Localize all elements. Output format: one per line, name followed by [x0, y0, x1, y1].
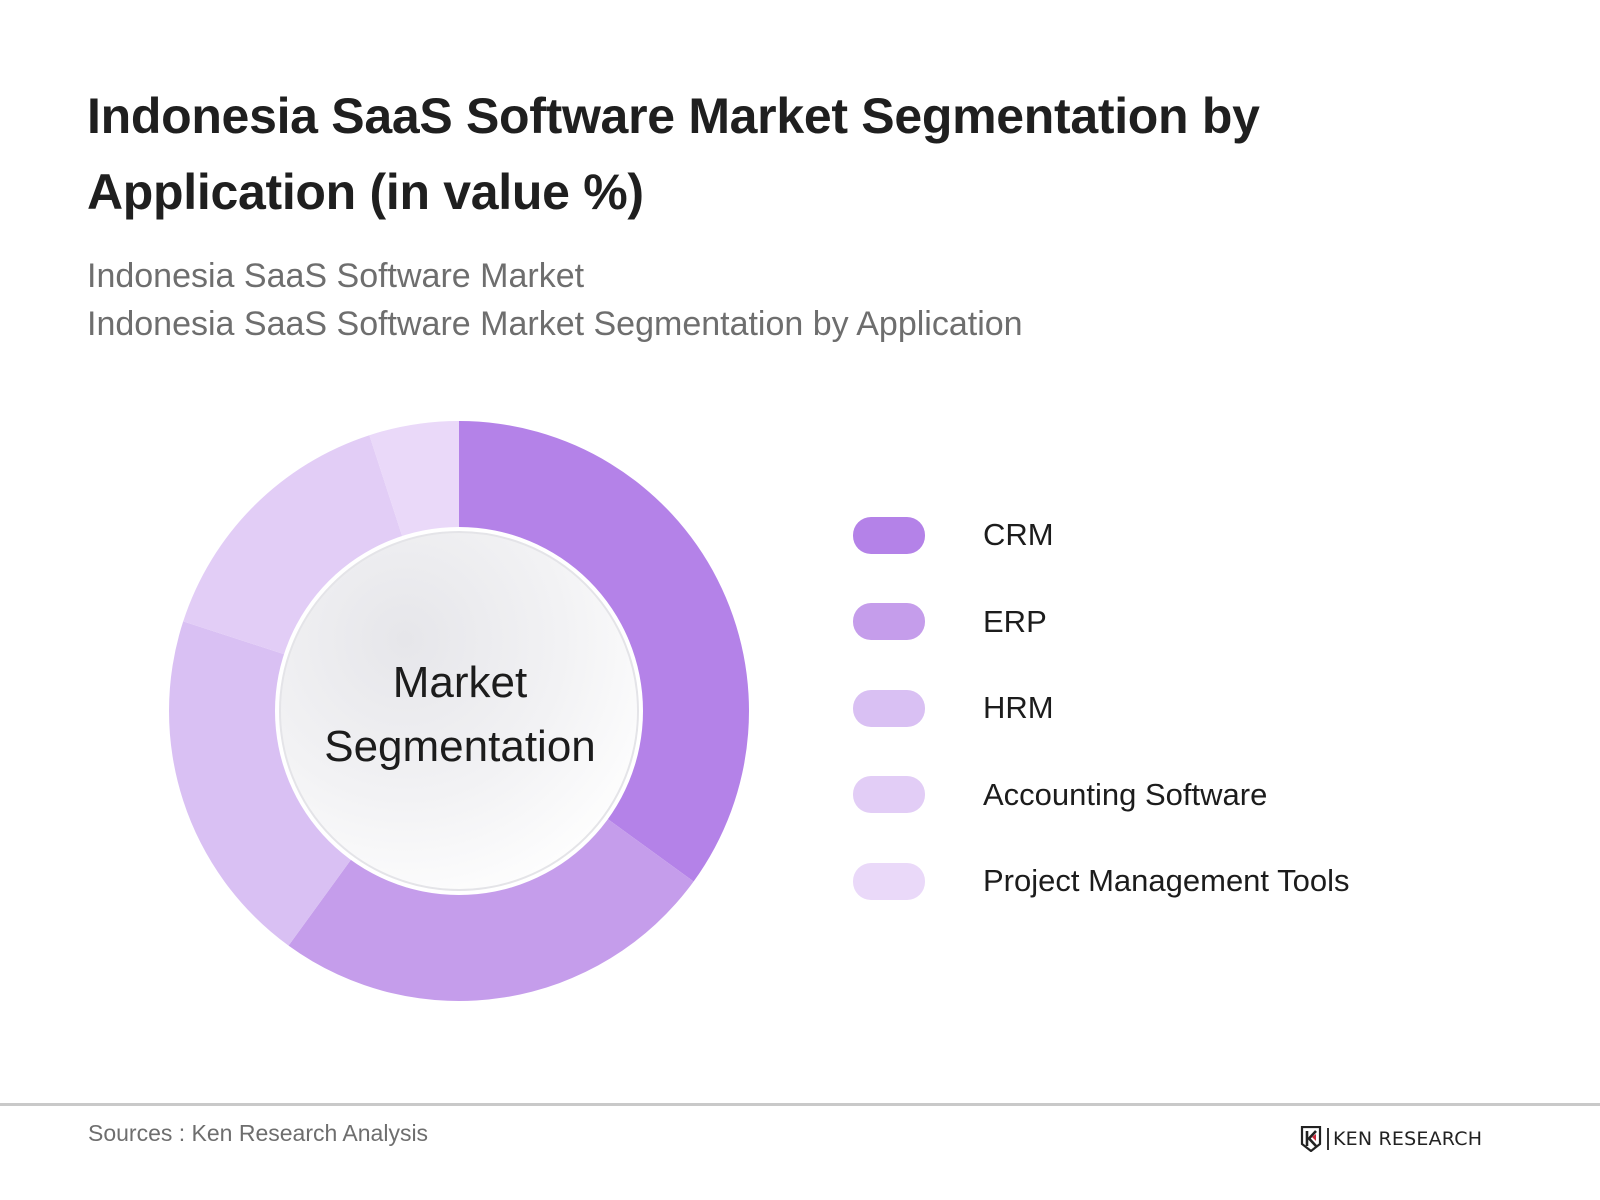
chart-title: Indonesia SaaS Software Market Segmentat…: [87, 88, 1260, 220]
donut-chart-svg: [168, 421, 750, 1001]
donut-segments: [168, 421, 750, 1001]
footer-source: Sources : Ken Research Analysis: [88, 1120, 429, 1146]
legend-swatch-project-management-tools: [853, 862, 925, 900]
legend-item-accounting-software[interactable]: Accounting Software: [853, 752, 1349, 839]
donut-segment-erp[interactable]: [288, 810, 694, 1001]
legend-item-hrm[interactable]: HRM: [853, 665, 1349, 752]
legend-label-crm: CRM: [983, 517, 1054, 553]
legend-label-project-management-tools: Project Management Tools: [983, 863, 1350, 899]
ken-research-logo-text: KEN RESEARCH: [1333, 1128, 1483, 1150]
chart-legend: CRM ERP HRM Accounting Software Project …: [853, 492, 1349, 925]
legend-item-project-management-tools[interactable]: Project Management Tools: [853, 838, 1349, 925]
logo-separator: [1327, 1128, 1329, 1150]
subtitle-line-2: Indonesia SaaS Software Market Segmentat…: [87, 305, 1023, 343]
legend-label-hrm: HRM: [983, 690, 1054, 726]
legend-swatch-erp: [853, 603, 925, 641]
legend-swatch-hrm: [853, 689, 925, 727]
donut-chart: Market Segmentation: [160, 415, 760, 1015]
ken-research-logo-icon: [1300, 1126, 1322, 1152]
footer-divider: [0, 1103, 1600, 1106]
donut-center-disc: [279, 531, 639, 891]
donut-segment-crm[interactable]: [459, 421, 750, 882]
legend-label-accounting-software: Accounting Software: [983, 776, 1268, 812]
donut-segment-project-management-tools[interactable]: [369, 421, 459, 550]
donut-segment-hrm[interactable]: [168, 621, 360, 946]
legend-label-erp: ERP: [983, 603, 1047, 639]
subtitle-line-1: Indonesia SaaS Software Market: [87, 257, 585, 295]
legend-swatch-crm: [853, 516, 925, 554]
ken-research-logo: KEN RESEARCH: [1300, 1124, 1482, 1154]
legend-item-erp[interactable]: ERP: [853, 579, 1349, 666]
donut-segment-accounting-software[interactable]: [183, 435, 407, 659]
legend-item-crm[interactable]: CRM: [853, 492, 1349, 579]
legend-swatch-accounting-software: [853, 776, 925, 814]
chart-subtitle: Indonesia SaaS Software Market Indonesia…: [87, 252, 1023, 348]
